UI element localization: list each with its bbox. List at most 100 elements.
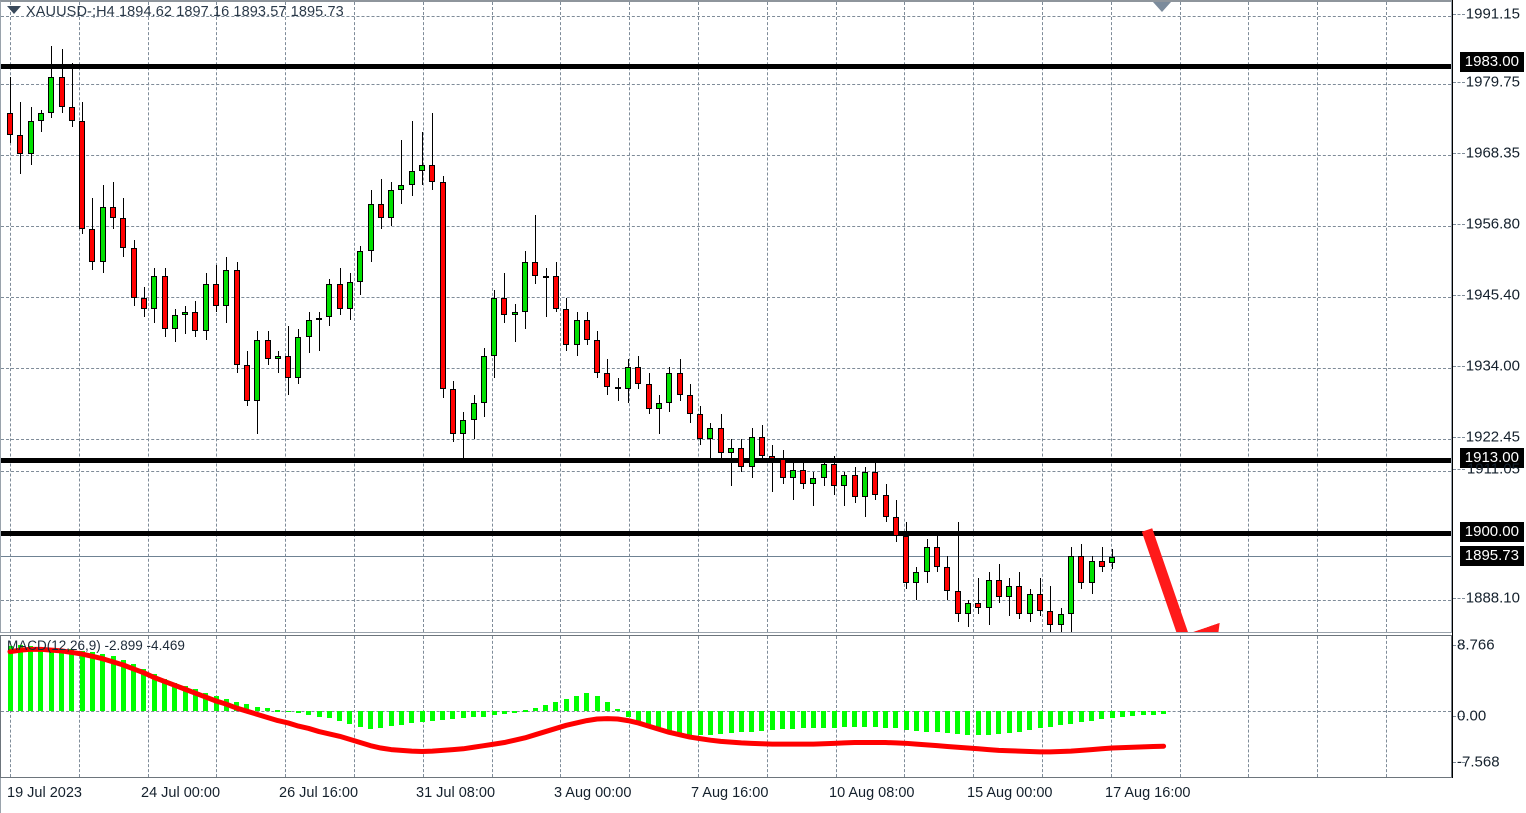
candle-body xyxy=(1098,561,1105,567)
candle-wick xyxy=(71,62,73,127)
axis-tick-mark xyxy=(1453,437,1465,438)
gridline-vertical xyxy=(560,2,562,632)
macd-histogram-bar xyxy=(347,711,353,724)
macd-histogram-bar xyxy=(512,711,518,713)
candle-body xyxy=(243,364,250,401)
candle-body xyxy=(738,447,745,467)
candle-body xyxy=(460,419,467,434)
price-axis-label: 1945.40 xyxy=(1465,286,1520,304)
candle-body xyxy=(995,580,1002,597)
gridline-horizontal xyxy=(1,84,1451,85)
candle-body xyxy=(975,602,982,609)
gridline-vertical xyxy=(216,2,218,632)
macd-histogram-bar xyxy=(17,645,23,712)
macd-histogram-bar xyxy=(996,711,1002,734)
gridline-vertical xyxy=(766,2,768,632)
down-arrow-annotation xyxy=(1141,528,1220,632)
candle-body xyxy=(419,165,425,171)
candle-wick xyxy=(772,444,774,492)
candle-body xyxy=(789,469,796,478)
macd-histogram-bar xyxy=(28,646,34,712)
axis-tick-mark xyxy=(1453,153,1465,154)
time-axis[interactable]: 19 Jul 2023 24 Jul 00:00 26 Jul 16:00 31 Ju… xyxy=(0,778,1452,813)
candle-wick xyxy=(401,140,403,205)
candle-body xyxy=(614,386,621,390)
macd-histogram-bar xyxy=(89,652,95,712)
macd-histogram-bar xyxy=(1161,711,1167,715)
gridline-vertical xyxy=(354,2,355,632)
candle-body xyxy=(1016,585,1023,614)
macd-histogram-bar xyxy=(162,679,167,712)
price-level-line xyxy=(1,64,1451,69)
candle-body xyxy=(316,317,322,321)
candle-body xyxy=(37,112,44,121)
macd-histogram-bar xyxy=(491,711,497,716)
gridline-vertical xyxy=(491,636,493,777)
candle-body xyxy=(1088,561,1095,584)
macd-histogram-bar xyxy=(903,711,909,730)
macd-histogram-bar xyxy=(141,668,147,712)
macd-histogram-bar xyxy=(357,711,363,727)
gridline-horizontal xyxy=(1,368,1451,369)
price-chart-panel[interactable]: XAUUSD-;H4 1894.62 1897.16 1893.57 1895.… xyxy=(0,0,1452,633)
candle-body xyxy=(68,107,75,121)
macd-histogram-bar xyxy=(759,711,765,731)
candle-body xyxy=(429,165,436,182)
candle-body xyxy=(470,403,477,420)
candle-body xyxy=(944,566,951,592)
candle-body xyxy=(841,475,848,487)
candle-body xyxy=(872,472,879,495)
price-axis[interactable]: 1991.15 1983.00 1979.75 1968.35 1956.80 1945.… xyxy=(1452,0,1526,778)
gridline-horizontal xyxy=(1,471,1451,472)
axis-tick-mark xyxy=(1453,469,1465,470)
candle-wick xyxy=(40,109,42,133)
gridline-horizontal xyxy=(1,226,1451,227)
candle-body xyxy=(357,251,364,282)
candle-wick xyxy=(967,599,969,628)
macd-histogram-bar xyxy=(821,711,827,728)
macd-histogram-bar xyxy=(1099,711,1105,720)
gridline-vertical xyxy=(1179,636,1181,777)
gridline-vertical xyxy=(629,636,631,777)
macd-histogram-bar xyxy=(213,696,219,712)
macd-histogram-bar xyxy=(501,711,507,715)
candle-body xyxy=(58,76,65,108)
candle-body xyxy=(779,458,786,478)
gridline-vertical xyxy=(147,636,149,777)
candle-body xyxy=(274,356,281,359)
gridline-horizontal xyxy=(1,16,1451,17)
candle-body xyxy=(707,428,714,440)
candle-body xyxy=(913,572,920,584)
macd-axis-label: 0.00 xyxy=(1457,707,1487,725)
candle-body xyxy=(48,76,55,113)
axis-tick-mark xyxy=(1453,716,1465,717)
candle-wick xyxy=(731,439,732,487)
gridline-vertical xyxy=(78,636,80,777)
current-price-line xyxy=(1,556,1451,557)
macd-histogram-bar xyxy=(59,648,64,712)
macd-histogram-bar xyxy=(110,656,116,712)
macd-histogram-bar xyxy=(337,711,343,721)
price-axis-highlight-label: 1983.00 xyxy=(1459,52,1524,72)
macd-histogram-bar xyxy=(934,711,940,733)
gridline-vertical xyxy=(1110,636,1112,777)
candle-body xyxy=(820,464,827,478)
macd-histogram-bar xyxy=(944,711,950,734)
gridline-vertical xyxy=(904,2,906,632)
candle-wick xyxy=(277,350,279,373)
macd-histogram-bar xyxy=(1140,711,1146,716)
candle-body xyxy=(748,436,755,467)
macd-histogram-bar xyxy=(666,711,672,734)
gridline-vertical xyxy=(1317,2,1319,632)
macd-axis-label: -7.568 xyxy=(1457,753,1500,771)
candle-body xyxy=(1109,557,1116,564)
candle-wick xyxy=(113,181,114,229)
candle-wick xyxy=(545,267,547,318)
price-level-line xyxy=(1,458,1451,463)
macd-histogram-bar xyxy=(615,708,621,712)
candle-wick xyxy=(411,121,413,196)
macd-histogram-bar xyxy=(388,711,394,727)
macd-indicator-panel[interactable]: MACD(12,26,9) -2.899 -4.469 xyxy=(0,635,1452,778)
candle-body xyxy=(645,383,652,409)
